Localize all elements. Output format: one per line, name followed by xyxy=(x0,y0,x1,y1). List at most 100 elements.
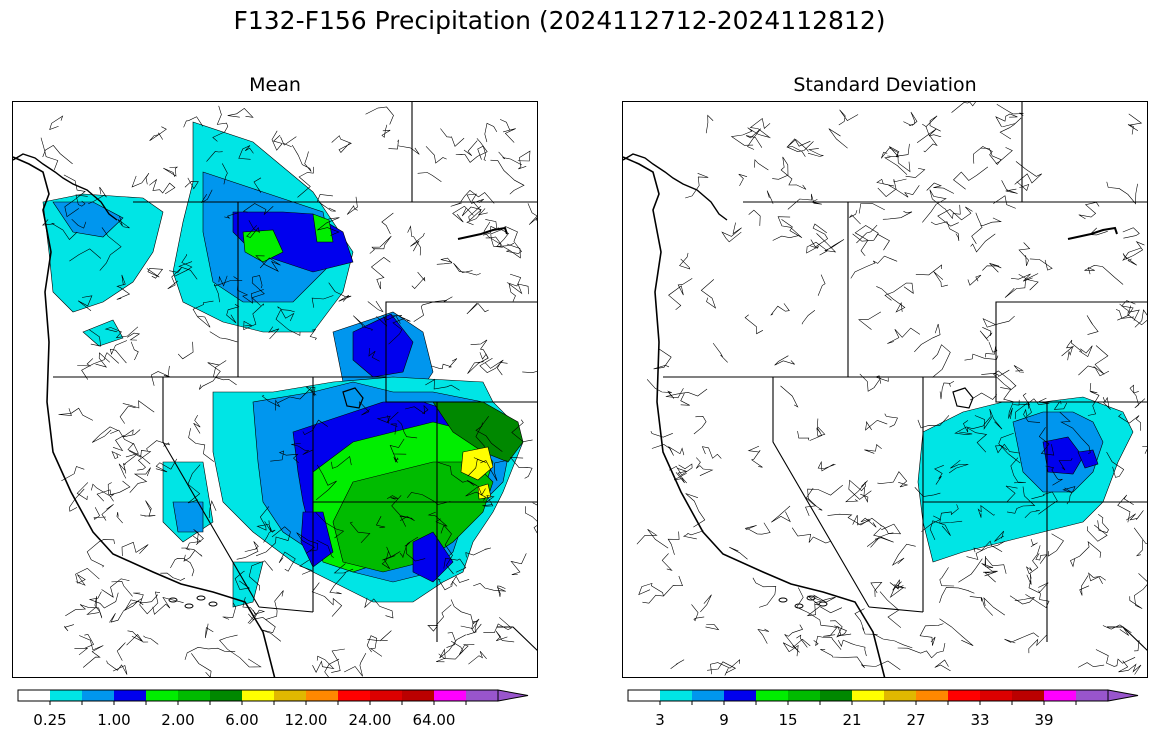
std-basin-line xyxy=(944,204,961,220)
mean-basin-line xyxy=(185,548,203,557)
mean-basin-line xyxy=(224,212,239,219)
std-map xyxy=(622,101,1148,678)
mean-basin-line xyxy=(522,370,537,374)
std-basin-line xyxy=(780,167,807,190)
mean-basin-line xyxy=(123,453,138,466)
std-basin-line xyxy=(995,443,1020,454)
mean-basin-line xyxy=(473,582,506,592)
std-basin-line xyxy=(889,579,904,591)
std-state-border xyxy=(868,606,924,613)
mean-basin-line xyxy=(483,617,512,633)
std-basin-line xyxy=(749,117,771,139)
mean-basin-line xyxy=(509,457,533,479)
std-basin-line xyxy=(993,195,1016,209)
mean-basin-line xyxy=(390,423,398,435)
mean-basin-line xyxy=(463,140,478,156)
std-basin-line xyxy=(1038,427,1055,456)
std-state-border xyxy=(922,377,1048,642)
std-basin-line xyxy=(937,206,973,227)
mean-basin-line xyxy=(365,106,394,125)
mean-basin-line xyxy=(69,248,102,262)
mean-basin-line xyxy=(440,524,454,575)
std-basin-line xyxy=(1129,573,1147,609)
std-basin-line xyxy=(870,527,894,548)
std-basin-line xyxy=(1061,345,1074,361)
mean-basin-line xyxy=(466,621,482,636)
std-basin-line xyxy=(1031,491,1058,515)
mean-basin-line xyxy=(388,318,405,345)
std-basin-line xyxy=(980,217,1002,227)
std-colorbar-label: 33 xyxy=(970,711,990,729)
std-basin-line xyxy=(636,529,669,549)
mean-basin-line xyxy=(466,208,486,226)
std-basin-line xyxy=(953,166,989,190)
std-basin-line xyxy=(980,147,1002,161)
std-basin-line xyxy=(933,271,948,287)
std-basin-line xyxy=(651,444,685,456)
mean-basin-line xyxy=(143,635,159,645)
mean-basin-line xyxy=(388,139,399,150)
mean-precip-region xyxy=(477,483,492,500)
std-basin-line xyxy=(979,327,993,342)
mean-basin-line xyxy=(174,254,193,277)
mean-colorbar-bin xyxy=(274,690,306,701)
std-basin-line xyxy=(780,385,799,408)
mean-colorbar-bin xyxy=(178,690,210,701)
std-basin-line xyxy=(682,530,704,540)
std-basin-line xyxy=(721,222,742,243)
std-basin-line xyxy=(1126,510,1144,521)
mean-basin-line xyxy=(227,108,254,118)
mean-basin-line xyxy=(477,145,487,161)
std-island xyxy=(806,595,816,601)
mean-basin-line xyxy=(376,411,399,424)
std-basin-line xyxy=(1122,253,1137,266)
mean-basin-line xyxy=(364,597,394,619)
std-basin-line xyxy=(922,189,947,223)
mean-basin-line xyxy=(495,630,515,643)
std-colorbar-bin xyxy=(788,690,820,701)
std-basin-line xyxy=(939,380,955,400)
mean-colorbar-label: 1.00 xyxy=(97,711,131,729)
mean-state-border xyxy=(385,377,438,502)
std-basin-line xyxy=(701,446,722,459)
std-basin-line xyxy=(1078,365,1110,377)
std-basin-line xyxy=(973,540,1003,553)
mean-basin-line xyxy=(331,648,345,673)
mean-basin-line xyxy=(76,482,89,501)
mean-basin-line xyxy=(431,358,458,370)
mean-basin-line xyxy=(381,551,396,570)
std-basin-line xyxy=(893,178,920,198)
std-basin-line xyxy=(771,505,791,523)
std-basin-line xyxy=(873,633,913,649)
mean-basin-line xyxy=(184,646,236,660)
std-colorbar-svg xyxy=(627,689,1139,705)
std-basin-line xyxy=(1070,541,1102,568)
mean-basin-line xyxy=(222,602,237,620)
std-state-border xyxy=(1107,626,1147,651)
mean-precip-region xyxy=(232,561,264,608)
mean-basin-line xyxy=(524,506,537,534)
mean-precip-region xyxy=(82,319,124,347)
std-basin-line xyxy=(929,520,951,541)
mean-basin-line xyxy=(127,332,141,341)
mean-basin-line xyxy=(243,303,265,331)
mean-colorbar-label: 64.00 xyxy=(412,711,456,729)
std-basin-line xyxy=(782,638,811,657)
std-basin-line xyxy=(774,355,795,366)
std-basin-line xyxy=(1045,465,1063,486)
mean-basin-line xyxy=(64,624,74,632)
mean-colorbar-bin xyxy=(434,690,466,701)
mean-island xyxy=(196,595,206,601)
std-basin-line xyxy=(914,487,941,497)
std-basin-line xyxy=(982,263,1000,271)
std-basin-line xyxy=(939,587,975,603)
std-basin-line xyxy=(700,279,717,309)
std-basin-line xyxy=(914,323,941,353)
std-basin-line xyxy=(1023,408,1041,423)
mean-basin-line xyxy=(183,550,196,562)
std-basin-line xyxy=(747,445,763,468)
std-basin-line xyxy=(1010,457,1026,484)
std-basin-line xyxy=(854,225,879,256)
std-basin-line xyxy=(791,527,832,544)
mean-lake xyxy=(457,226,508,240)
